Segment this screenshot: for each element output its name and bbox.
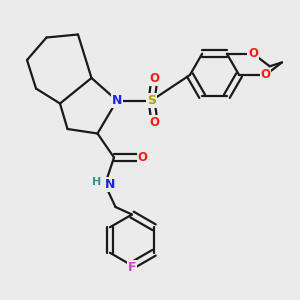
Text: N: N [112,94,122,107]
Text: H: H [92,177,101,187]
Text: O: O [137,151,148,164]
Text: O: O [248,47,258,60]
Text: O: O [260,68,271,82]
Text: F: F [128,261,136,274]
Text: N: N [105,178,116,191]
Text: O: O [149,116,160,129]
Text: S: S [147,94,156,107]
Text: O: O [149,72,160,86]
